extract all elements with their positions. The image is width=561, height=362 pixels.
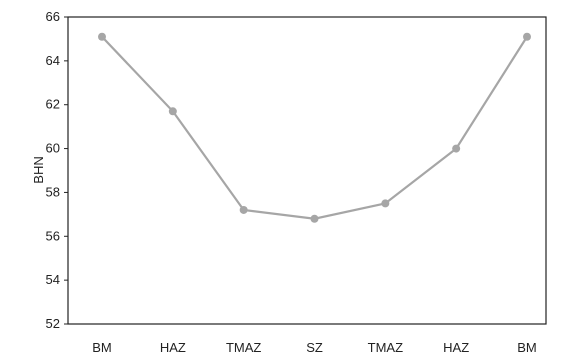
- y-tick-label: 56: [46, 228, 60, 243]
- y-axis-label: BHN: [31, 156, 46, 183]
- data-point: [452, 144, 461, 153]
- x-tick-label: HAZ: [160, 340, 186, 355]
- data-point: [523, 32, 531, 41]
- x-tick-label: TMAZ: [226, 340, 261, 355]
- x-tick-label: TMAZ: [368, 340, 403, 355]
- data-point: [168, 107, 177, 116]
- y-tick-label: 64: [46, 53, 60, 68]
- data-point: [381, 199, 390, 208]
- x-tick-label: BM: [517, 340, 537, 355]
- data-point: [310, 214, 319, 223]
- y-tick-label: 58: [46, 184, 60, 199]
- y-tick-label: 66: [46, 9, 60, 24]
- y-tick-labels: 52 54 56 58 60 62 64 66: [46, 9, 68, 331]
- y-tick-label: 62: [46, 97, 60, 112]
- y-tick-label: 52: [46, 316, 60, 331]
- x-tick-label: HAZ: [443, 340, 469, 355]
- x-tick-label: SZ: [306, 340, 323, 355]
- x-tick-label: BM: [92, 340, 112, 355]
- y-tick-label: 60: [46, 141, 60, 156]
- y-tick-label: 54: [46, 272, 60, 287]
- data-markers: [98, 32, 531, 223]
- data-point: [98, 32, 106, 41]
- plot-frame: [67, 16, 547, 325]
- series-line: [101, 35, 528, 220]
- data-point: [239, 205, 248, 214]
- x-tick-labels: BM HAZ TMAZ SZ TMAZ HAZ BM: [92, 340, 537, 355]
